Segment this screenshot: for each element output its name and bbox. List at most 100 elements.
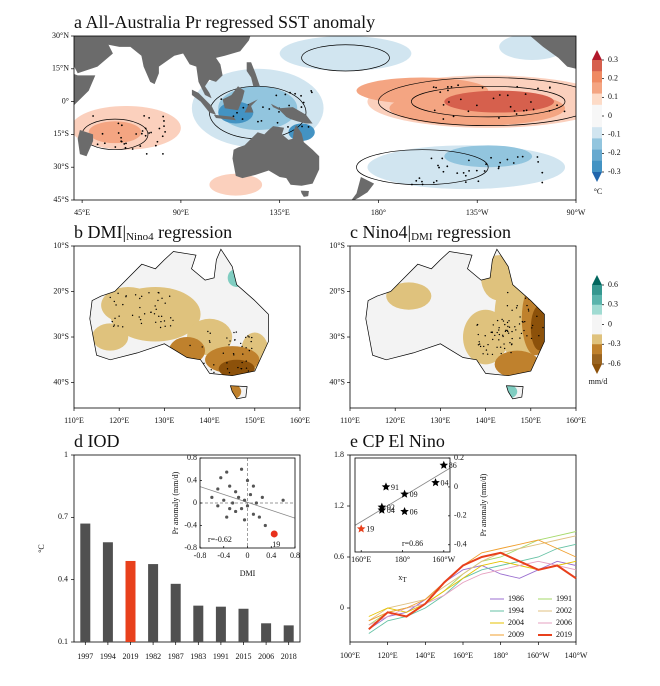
significance-dot bbox=[233, 331, 235, 334]
significance-dot bbox=[288, 104, 290, 107]
x-tick-label: 160°E bbox=[351, 555, 371, 564]
significance-dot bbox=[257, 120, 259, 123]
point bbox=[281, 498, 285, 502]
x-tick-label: 120°E bbox=[385, 416, 405, 425]
significance-dot bbox=[478, 343, 481, 345]
significance-dot bbox=[477, 333, 479, 336]
x-tick-label: 140°E bbox=[415, 651, 435, 660]
significance-dot bbox=[156, 140, 159, 143]
significance-dot bbox=[115, 304, 117, 306]
significance-dot bbox=[512, 162, 515, 164]
y-tick-label: 40°S bbox=[329, 377, 345, 386]
significance-dot bbox=[154, 144, 157, 147]
significance-dot bbox=[260, 119, 263, 122]
significance-dot bbox=[441, 157, 444, 160]
point-label: 19 bbox=[366, 525, 374, 534]
frame bbox=[73, 245, 301, 409]
significance-dot bbox=[464, 181, 467, 183]
significance-dot bbox=[233, 339, 236, 341]
significance-dot bbox=[536, 156, 539, 158]
significance-dot bbox=[520, 332, 523, 335]
significance-dot bbox=[155, 308, 157, 311]
significance-dot bbox=[140, 132, 143, 135]
significance-dot bbox=[447, 89, 449, 92]
significance-dot bbox=[522, 321, 524, 323]
point-label: 91 bbox=[391, 483, 399, 492]
x-tick-label: 1991 bbox=[213, 652, 229, 661]
significance-dot bbox=[148, 116, 151, 119]
colorbar-segment bbox=[592, 93, 602, 106]
bar bbox=[148, 564, 159, 642]
significance-dot bbox=[418, 177, 421, 180]
series-line bbox=[368, 551, 577, 631]
x-tick-label: -0.8 bbox=[194, 551, 207, 560]
legend-label: 1991 bbox=[556, 594, 572, 603]
y-tick-label: 0 bbox=[340, 603, 344, 612]
significance-dot bbox=[139, 145, 142, 147]
significance-dot bbox=[531, 327, 533, 329]
point bbox=[242, 498, 247, 502]
significance-dot bbox=[240, 367, 243, 370]
x-tick-label: 2006 bbox=[258, 652, 274, 661]
significance-dot bbox=[450, 85, 453, 88]
x-tick-label: 1987 bbox=[168, 652, 184, 661]
significance-dot bbox=[113, 324, 116, 326]
significance-dot bbox=[459, 98, 462, 101]
point bbox=[439, 460, 449, 469]
significance-dot bbox=[241, 361, 243, 364]
significance-dot bbox=[153, 313, 156, 315]
significance-dot bbox=[241, 345, 243, 348]
significance-dot bbox=[448, 101, 450, 103]
sst-anomaly bbox=[444, 90, 555, 113]
colorbar-tick-label: 0 bbox=[608, 319, 612, 328]
significance-dot bbox=[289, 91, 291, 94]
colorbar-segment bbox=[592, 116, 602, 128]
significance-dot bbox=[135, 133, 138, 135]
bar bbox=[261, 623, 272, 642]
significance-dot bbox=[155, 321, 157, 323]
point-label: 02 bbox=[387, 503, 395, 512]
bar bbox=[283, 625, 294, 642]
significance-dot bbox=[268, 108, 271, 110]
significance-dot bbox=[168, 295, 171, 297]
significance-dot bbox=[522, 109, 525, 112]
significance-dot bbox=[532, 108, 535, 111]
colorbar-tick-label: 0.2 bbox=[608, 73, 618, 82]
significance-dot bbox=[486, 353, 489, 355]
significance-dot bbox=[125, 295, 127, 297]
point-label: 04 bbox=[441, 478, 449, 487]
x-label-part: x bbox=[398, 573, 402, 582]
significance-dot bbox=[511, 330, 513, 333]
significance-dot bbox=[203, 362, 205, 364]
rain-anomaly bbox=[494, 350, 540, 378]
significance-dot bbox=[310, 91, 313, 94]
significance-dot bbox=[513, 110, 516, 112]
y-tick-label: -0.2 bbox=[454, 511, 467, 520]
legend-label: 1994 bbox=[508, 606, 524, 615]
significance-dot bbox=[505, 329, 507, 332]
x-tick-label: 2019 bbox=[123, 652, 139, 661]
y-tick-label: 45°S bbox=[53, 195, 69, 204]
land bbox=[530, 36, 576, 69]
significance-dot bbox=[521, 155, 524, 158]
series-line bbox=[368, 560, 577, 617]
significance-dot bbox=[141, 295, 143, 298]
significance-dot bbox=[237, 366, 239, 369]
point bbox=[245, 504, 250, 508]
significance-dot bbox=[511, 337, 513, 340]
series-line bbox=[368, 539, 577, 622]
significance-dot bbox=[446, 86, 449, 88]
land bbox=[244, 99, 258, 113]
colorbar-tick-label: -0.2 bbox=[608, 148, 621, 157]
significance-dot bbox=[438, 166, 440, 169]
significance-dot bbox=[515, 329, 517, 331]
significance-dot bbox=[228, 344, 230, 346]
significance-dot bbox=[113, 300, 116, 303]
significance-dot bbox=[503, 343, 505, 345]
y-tick-label: 1 bbox=[64, 450, 68, 459]
colorbar-segment bbox=[592, 71, 602, 83]
point-label: 09 bbox=[410, 490, 418, 499]
point bbox=[257, 515, 261, 519]
x-tick-label: 0 bbox=[246, 551, 250, 560]
